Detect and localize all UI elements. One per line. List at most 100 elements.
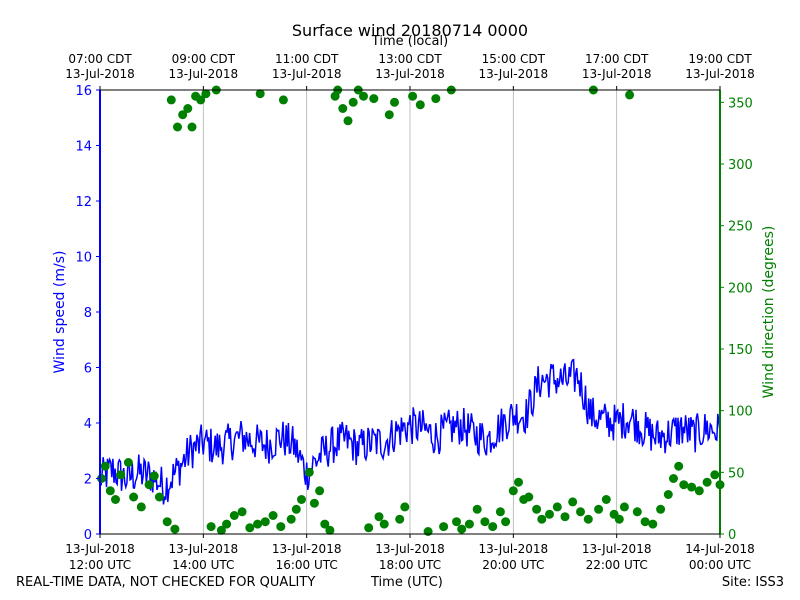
bottom-tick-date: 13-Jul-2018 (375, 542, 445, 556)
wind-direction-point (105, 486, 115, 496)
right-tick-label: 350 (728, 96, 753, 111)
top-tick-time: 15:00 CDT (482, 52, 546, 66)
wind-direction-point (560, 512, 570, 522)
bottom-tick-date: 13-Jul-2018 (169, 542, 239, 556)
wind-direction-point (309, 498, 319, 508)
wind-direction-point (364, 523, 374, 533)
wind-direction-point (501, 517, 511, 527)
wind-direction-point (154, 492, 164, 502)
top-tick-date: 13-Jul-2018 (169, 67, 239, 81)
top-tick-date: 13-Jul-2018 (272, 67, 342, 81)
wind-direction-point (338, 104, 348, 113)
right-tick-label: 100 (728, 405, 753, 420)
wind-direction-point (710, 470, 720, 480)
wind-direction-point (268, 511, 278, 520)
wind-direction-point (619, 502, 629, 512)
wind-direction-point (260, 517, 270, 527)
right-tick-label: 0 (728, 528, 736, 543)
wind-direction-point (452, 517, 461, 527)
left-tick-label: 10 (75, 251, 92, 266)
wind-direction-point (206, 522, 216, 532)
right-axis-label: Wind direction (degrees) (761, 226, 777, 399)
wind-direction-point (304, 467, 314, 477)
right-tick-label: 250 (728, 220, 753, 235)
top-axis-label: Time (local) (371, 34, 449, 49)
left-tick-label: 0 (84, 528, 92, 543)
wind-direction-point (276, 522, 286, 532)
bottom-tick-date: 14-Jul-2018 (685, 542, 755, 556)
wind-direction-point (395, 514, 405, 524)
wind-direction-point (286, 514, 296, 524)
wind-direction-point (325, 525, 335, 535)
wind-direction-point (216, 525, 226, 535)
wind-direction-point (576, 507, 585, 517)
wind-direction-point (464, 519, 474, 529)
wind-direction-point (183, 104, 193, 113)
top-tick-time: 11:00 CDT (275, 52, 339, 66)
left-tick-label: 8 (84, 306, 92, 321)
wind-direction-point (291, 504, 301, 514)
wind-direction-point (423, 527, 433, 536)
right-tick-label: 200 (728, 281, 753, 296)
wind-direction-point (495, 507, 505, 517)
wind-direction-point (100, 461, 110, 471)
wind-direction-point (508, 486, 518, 496)
wind-direction-point (343, 116, 353, 126)
wind-direction-point (625, 90, 635, 100)
wind-direction-point (632, 507, 642, 517)
wind-direction-point (111, 495, 120, 504)
wind-direction-point (614, 514, 624, 524)
wind-direction-point (384, 110, 394, 120)
wind-direction-point (390, 97, 399, 107)
wind-direction-point (457, 524, 467, 534)
top-tick-date: 13-Jul-2018 (65, 67, 135, 81)
wind-direction-point (594, 504, 604, 514)
top-tick-time: 19:00 CDT (688, 52, 752, 66)
top-tick-date: 13-Jul-2018 (685, 67, 755, 81)
wind-direction-point (173, 122, 182, 132)
wind-direction-point (187, 122, 197, 132)
wind-direction-point (524, 492, 534, 502)
wind-direction-point (144, 480, 154, 490)
bottom-tick-time: 12:00 UTC (69, 558, 131, 572)
wind-direction-point (488, 522, 498, 532)
wind-direction-point (514, 477, 523, 487)
quality-disclaimer: REAL-TIME DATA, NOT CHECKED FOR QUALITY (16, 575, 316, 590)
wind-direction-point (415, 100, 425, 110)
wind-direction-point (379, 519, 389, 529)
wind-direction-point (669, 474, 678, 483)
bottom-tick-date: 13-Jul-2018 (582, 542, 652, 556)
left-tick-label: 6 (84, 362, 92, 377)
bottom-tick-time: 14:00 UTC (172, 558, 234, 572)
left-tick-label: 4 (84, 417, 92, 432)
wind-direction-point (315, 486, 325, 496)
wind-direction-point (674, 461, 684, 471)
wind-direction-point (400, 502, 410, 512)
left-tick-label: 12 (75, 195, 92, 210)
wind-direction-point (552, 502, 562, 512)
wind-direction-point (583, 514, 593, 524)
wind-direction-point (537, 514, 547, 524)
left-tick-label: 2 (84, 473, 92, 488)
bottom-tick-time: 20:00 UTC (482, 558, 544, 572)
wind-direction-point (278, 95, 288, 105)
wind-direction-point (320, 519, 330, 529)
wind-speed-line (99, 358, 721, 505)
wind-direction-point (166, 95, 176, 105)
left-tick-label: 14 (75, 140, 92, 155)
wind-direction-point (170, 524, 180, 534)
wind-direction-point (196, 95, 206, 105)
wind-direction-point (359, 91, 368, 101)
wind-direction-point (253, 519, 263, 529)
wind-direction-point (374, 512, 384, 522)
wind-direction-point (129, 492, 139, 502)
wind-direction-point (369, 94, 379, 104)
top-tick-time: 17:00 CDT (585, 52, 649, 66)
right-tick-label: 50 (728, 466, 745, 481)
site-label: Site: ISS3 (721, 575, 784, 590)
wind-direction-point (408, 91, 418, 101)
wind-direction-point (656, 504, 666, 514)
wind-direction-point (245, 523, 255, 533)
bottom-tick-time: 00:00 UTC (689, 558, 751, 572)
